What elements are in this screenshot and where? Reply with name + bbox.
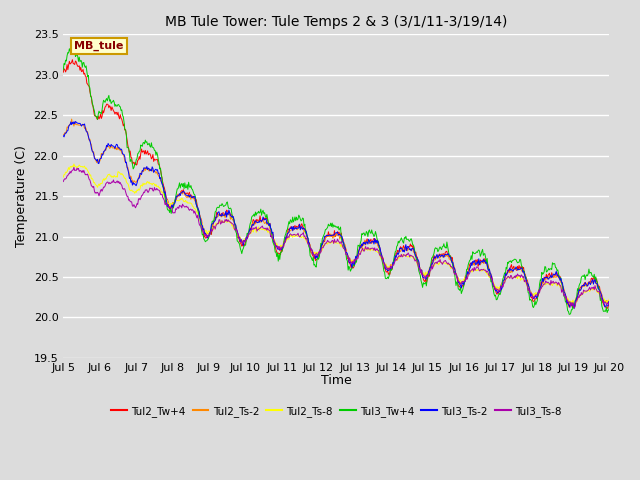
Tul2_Ts-8 <box>70 161 78 167</box>
Text: MB_tule: MB_tule <box>74 41 124 51</box>
Tul2_Ts-2 <box>605 298 613 304</box>
Tul2_Ts-8 <box>182 197 189 203</box>
Tul3_Ts-2 <box>605 300 613 306</box>
Tul3_Ts-8 <box>571 305 579 311</box>
Tul2_Tw+4 <box>211 217 218 223</box>
Tul2_Ts-2 <box>68 116 76 122</box>
Tul3_Ts-2 <box>182 192 189 197</box>
Tul2_Ts-2 <box>570 303 577 309</box>
Tul2_Ts-8 <box>605 296 613 301</box>
Tul3_Tw+4 <box>70 51 78 57</box>
Tul2_Ts-8 <box>419 270 427 276</box>
Tul2_Ts-2 <box>60 132 67 138</box>
Tul2_Ts-2 <box>182 193 189 199</box>
Y-axis label: Temperature (C): Temperature (C) <box>15 145 28 247</box>
Line: Tul2_Ts-8: Tul2_Ts-8 <box>63 164 609 306</box>
Tul3_Ts-2 <box>69 121 77 127</box>
Tul3_Ts-2 <box>419 275 427 280</box>
Tul2_Ts-2 <box>404 248 412 254</box>
Tul3_Ts-8 <box>211 224 218 229</box>
Line: Tul2_Ts-2: Tul2_Ts-2 <box>63 119 609 306</box>
Tul3_Ts-2 <box>60 133 67 139</box>
Tul3_Ts-2 <box>404 244 412 250</box>
Tul2_Tw+4 <box>419 276 427 282</box>
Tul2_Ts-2 <box>419 271 427 277</box>
Tul3_Ts-8 <box>70 165 78 170</box>
Tul3_Ts-2 <box>211 218 218 224</box>
Tul2_Tw+4 <box>605 300 613 306</box>
Tul2_Ts-2 <box>70 123 78 129</box>
Tul3_Tw+4 <box>404 237 412 242</box>
Tul3_Tw+4 <box>419 280 427 286</box>
Tul3_Ts-2 <box>571 305 579 311</box>
Tul2_Tw+4 <box>60 69 67 75</box>
Tul3_Tw+4 <box>65 46 73 52</box>
Line: Tul3_Ts-8: Tul3_Ts-8 <box>63 168 609 308</box>
Tul3_Ts-2 <box>126 174 134 180</box>
Tul3_Ts-8 <box>419 273 427 279</box>
Legend: Tul2_Tw+4, Tul2_Ts-2, Tul2_Ts-8, Tul3_Tw+4, Tul3_Ts-2, Tul3_Ts-8: Tul2_Tw+4, Tul2_Ts-2, Tul2_Ts-8, Tul3_Tw… <box>108 402 566 421</box>
Tul3_Ts-8 <box>605 298 613 304</box>
Tul2_Ts-8 <box>404 254 412 260</box>
X-axis label: Time: Time <box>321 374 352 387</box>
Tul3_Tw+4 <box>126 158 134 164</box>
Tul2_Tw+4 <box>68 57 76 62</box>
Tul2_Ts-8 <box>69 164 77 169</box>
Line: Tul3_Tw+4: Tul3_Tw+4 <box>63 49 609 314</box>
Line: Tul2_Tw+4: Tul2_Tw+4 <box>63 60 609 309</box>
Tul2_Ts-2 <box>126 174 134 180</box>
Tul2_Ts-8 <box>211 224 218 229</box>
Tul2_Tw+4 <box>70 61 78 67</box>
Tul3_Tw+4 <box>182 185 189 191</box>
Tul2_Tw+4 <box>604 306 611 312</box>
Tul2_Tw+4 <box>404 246 412 252</box>
Tul3_Tw+4 <box>566 312 574 317</box>
Line: Tul3_Ts-2: Tul3_Ts-2 <box>63 121 609 308</box>
Tul3_Ts-8 <box>404 252 412 257</box>
Tul2_Ts-8 <box>570 303 577 309</box>
Title: MB Tule Tower: Tule Temps 2 & 3 (3/1/11-3/19/14): MB Tule Tower: Tule Temps 2 & 3 (3/1/11-… <box>165 15 508 29</box>
Tul3_Ts-2 <box>72 119 79 124</box>
Tul3_Tw+4 <box>605 304 613 310</box>
Tul3_Ts-8 <box>69 167 77 173</box>
Tul3_Ts-8 <box>126 199 134 204</box>
Tul3_Tw+4 <box>211 214 218 220</box>
Tul3_Tw+4 <box>60 67 67 72</box>
Tul2_Ts-2 <box>211 217 218 223</box>
Tul2_Tw+4 <box>182 191 189 196</box>
Tul2_Tw+4 <box>126 148 134 154</box>
Tul3_Ts-8 <box>182 204 189 210</box>
Tul3_Ts-8 <box>60 179 67 184</box>
Tul2_Ts-8 <box>60 174 67 180</box>
Tul2_Ts-8 <box>126 188 134 193</box>
